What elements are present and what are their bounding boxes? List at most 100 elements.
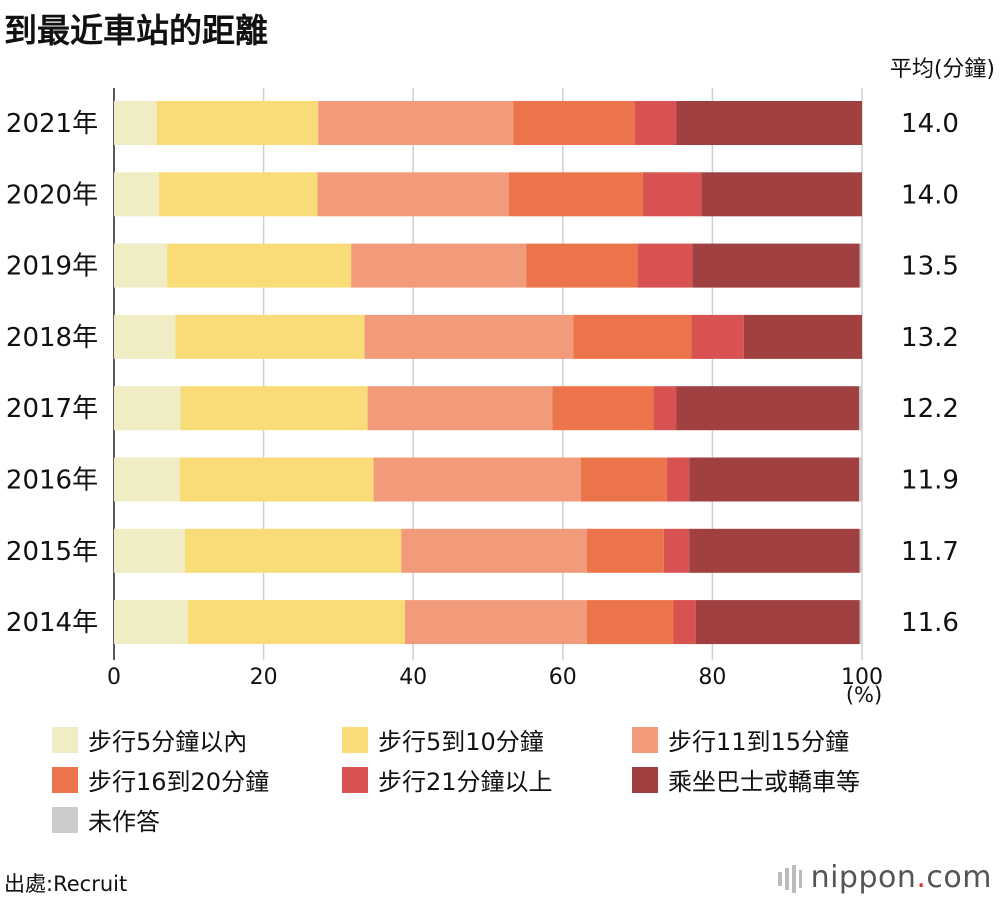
- legend-label: 步行11到15分鐘: [668, 728, 850, 756]
- bar-segment: [188, 600, 405, 645]
- bar-segment: [114, 600, 189, 645]
- legend-item: 步行16到20分鐘: [52, 762, 269, 797]
- category-label: 2018年: [6, 323, 98, 353]
- category-label: 2015年: [6, 537, 98, 567]
- x-tick-label: 60: [549, 665, 577, 690]
- bar-segment: [167, 243, 352, 288]
- bar-segment: [743, 314, 862, 359]
- x-axis-ticks: 0 20 40 60 80 100: [107, 665, 883, 690]
- bar-segment: [175, 314, 365, 359]
- x-tick-label: 80: [698, 665, 726, 690]
- bar-segment: [637, 243, 693, 288]
- bar-segment: [691, 314, 744, 359]
- bar-segment: [666, 457, 690, 502]
- bar-segment: [508, 172, 643, 217]
- bar-segment: [318, 101, 514, 145]
- legend-swatch: [632, 726, 658, 753]
- legend-item: 步行11到15分鐘: [632, 722, 849, 757]
- bar-segment: [185, 528, 402, 573]
- bar-segment: [859, 243, 862, 288]
- category-labels: 2021年 2020年 2019年 2018年 2017年 2016年 2015年 2014年: [6, 109, 98, 638]
- bar-segment: [404, 600, 587, 645]
- bar-segment: [114, 314, 176, 359]
- bar-segment: [642, 172, 702, 217]
- legend-swatch: [52, 726, 78, 753]
- bar-segment: [695, 600, 860, 645]
- legend-item: 乘坐巴士或轎車等: [632, 762, 860, 797]
- legend-label: 未作答: [88, 808, 160, 836]
- logo-dot: .: [916, 860, 927, 895]
- legend-item: 步行5分鐘以內: [52, 722, 247, 757]
- legend-item: 步行5到10分鐘: [342, 722, 544, 757]
- bar-segment: [586, 528, 664, 573]
- bar-segment: [364, 314, 574, 359]
- bar-segment: [676, 101, 862, 145]
- bar-segment: [158, 172, 318, 217]
- bar-segment: [552, 386, 654, 431]
- category-label: 2020年: [6, 180, 98, 210]
- nippon-logo-mark-icon: [777, 864, 802, 893]
- average-value: 12.2: [901, 394, 959, 424]
- x-tick-label: 100: [841, 665, 883, 690]
- category-label: 2019年: [6, 252, 98, 282]
- bar-segment: [373, 457, 581, 502]
- average-value: 13.2: [901, 323, 959, 353]
- bar-segment: [114, 457, 180, 502]
- category-label: 2017年: [6, 394, 98, 424]
- bar-segment: [526, 243, 638, 288]
- average-value: 11.6: [901, 608, 959, 638]
- bar-segment: [156, 101, 319, 145]
- legend-swatch: [52, 806, 78, 833]
- bar-segment: [701, 172, 862, 217]
- bar-segment: [634, 101, 677, 145]
- bar-segment: [114, 243, 168, 288]
- bar-segment: [114, 386, 181, 431]
- average-value: 13.5: [901, 252, 959, 282]
- nippon-logo: nippon.com: [777, 860, 992, 895]
- chart-area: 2021年 2020年 2019年 2018年 2017年 2016年 2015年 2014年…: [6, 57, 995, 707]
- logo-name: nippon: [810, 860, 917, 895]
- average-value: 14.0: [901, 180, 959, 210]
- legend-swatch: [342, 726, 368, 753]
- bar-segment: [689, 528, 860, 573]
- bar-segment: [663, 528, 690, 573]
- bar-segment: [351, 243, 527, 288]
- bar-segment: [114, 528, 186, 573]
- average-value: 11.9: [901, 466, 959, 496]
- bar-segment: [586, 600, 674, 645]
- legend-label: 步行16到20分鐘: [88, 768, 270, 796]
- average-value: 11.7: [901, 537, 959, 567]
- bar-segment: [317, 172, 509, 217]
- bar-segment: [513, 101, 635, 145]
- unit-label: (%): [846, 683, 882, 707]
- bar-segment: [689, 457, 860, 502]
- average-header: 平均(分鐘): [890, 57, 995, 82]
- bar-segment: [673, 600, 696, 645]
- bar-segment: [114, 172, 159, 217]
- category-label: 2014年: [6, 608, 98, 638]
- x-tick-label: 40: [399, 665, 427, 690]
- bar-segment: [653, 386, 677, 431]
- legend-item: 步行21分鐘以上: [342, 762, 553, 797]
- legend-label: 乘坐巴士或轎車等: [668, 768, 860, 796]
- average-value: 14.0: [901, 109, 959, 139]
- legend-item: 未作答: [52, 802, 160, 837]
- bar-segment: [573, 314, 692, 359]
- bar-segment: [859, 457, 862, 502]
- legend-swatch: [632, 766, 658, 793]
- legend-label: 步行5分鐘以內: [88, 728, 248, 756]
- legend-swatch: [342, 766, 368, 793]
- bar-segment: [692, 243, 860, 288]
- bar-segment: [179, 457, 374, 502]
- bar-segment: [859, 528, 862, 573]
- average-values: 14.0 14.0 13.5 13.2 12.2 11.9 11.7 11.6: [901, 109, 959, 638]
- legend-label: 步行5到10分鐘: [378, 728, 544, 756]
- bar-segment: [859, 386, 862, 431]
- bar-segment: [859, 600, 862, 645]
- legend-label: 步行21分鐘以上: [378, 768, 553, 796]
- bar-segment: [367, 386, 553, 431]
- bar-segment: [676, 386, 860, 431]
- bar-segment: [180, 386, 368, 431]
- x-tick-label: 0: [107, 665, 121, 690]
- source-note: 出處:Recruit: [4, 872, 128, 896]
